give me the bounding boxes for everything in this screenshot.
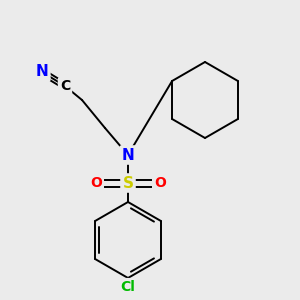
Text: O: O: [154, 176, 166, 190]
Text: N: N: [122, 148, 134, 163]
Text: Cl: Cl: [121, 280, 135, 294]
Text: C: C: [60, 79, 70, 93]
Text: O: O: [90, 176, 102, 190]
Text: S: S: [122, 176, 134, 190]
Text: N: N: [36, 64, 48, 80]
